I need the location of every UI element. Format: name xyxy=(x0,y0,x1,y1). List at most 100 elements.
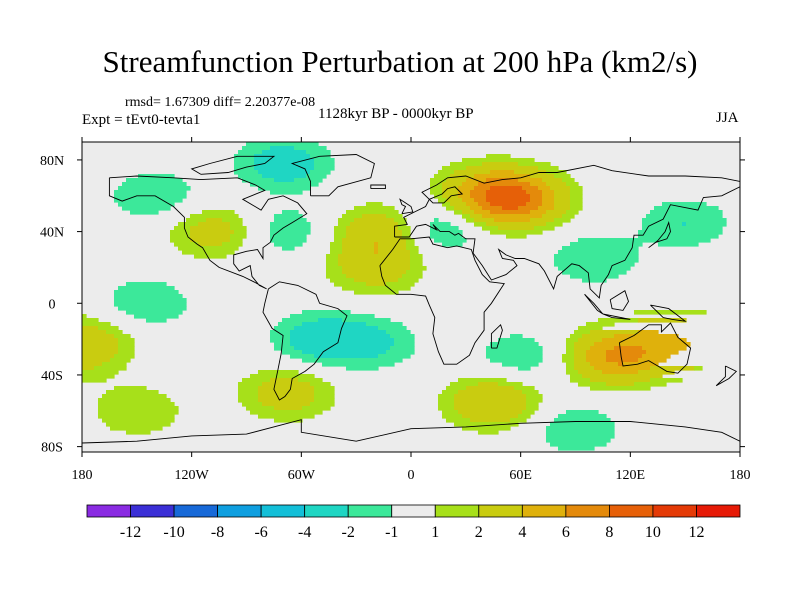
field-cell xyxy=(554,198,571,203)
field-cell xyxy=(566,366,575,371)
field-cell xyxy=(238,174,263,179)
coastline-4 xyxy=(394,164,740,299)
field-cell xyxy=(510,418,527,423)
field-cell xyxy=(570,202,583,207)
field-cell xyxy=(450,202,467,207)
field-cell xyxy=(98,406,179,411)
field-cell xyxy=(526,202,543,207)
field-cell xyxy=(566,338,579,343)
field-cell xyxy=(334,238,343,243)
field-cell xyxy=(98,402,175,407)
field-cell xyxy=(558,414,607,419)
field-cell xyxy=(546,430,615,435)
field-cell xyxy=(438,406,455,411)
field-cell xyxy=(242,146,271,151)
field-cell xyxy=(178,222,199,227)
field-cell xyxy=(274,218,307,223)
field-cell xyxy=(546,210,567,215)
colorbar-label-2: -8 xyxy=(211,524,224,541)
field-cell xyxy=(170,238,191,243)
field-cell xyxy=(98,414,175,419)
field-cell xyxy=(118,186,191,191)
field-cell xyxy=(482,214,543,219)
field-cell xyxy=(182,250,235,255)
contour-field xyxy=(82,142,740,452)
field-cell xyxy=(366,282,387,287)
field-cell xyxy=(354,278,399,283)
field-cell xyxy=(242,402,263,407)
field-cell xyxy=(470,214,483,219)
coastline-5 xyxy=(428,186,464,204)
field-cell xyxy=(634,382,667,387)
colorbar-swatch-14 xyxy=(696,504,741,518)
field-cell xyxy=(270,222,311,227)
axis-ticks: 180 120W 60W 0 60E 120E 180 80N 40N 0 40S 80S xyxy=(40,137,751,483)
field-cell xyxy=(238,390,259,395)
field-cell xyxy=(274,178,295,183)
field-cell xyxy=(190,238,231,243)
coastline-13 xyxy=(490,323,503,349)
field-cell xyxy=(106,330,123,335)
field-cell xyxy=(290,330,387,335)
field-cell xyxy=(394,218,407,223)
field-cell xyxy=(434,238,467,243)
field-cell xyxy=(554,258,639,263)
field-cell xyxy=(458,194,471,199)
field-cell xyxy=(482,162,519,167)
field-cell xyxy=(338,254,411,259)
y-tick-label-3: 40S xyxy=(41,369,63,384)
field-cell xyxy=(290,354,315,359)
field-cell xyxy=(106,390,159,395)
field-cell xyxy=(454,206,471,211)
field-cell xyxy=(594,366,651,371)
field-cell xyxy=(126,310,183,315)
field-cell xyxy=(446,206,455,211)
field-cell xyxy=(458,390,523,395)
field-cell xyxy=(174,226,191,231)
field-cell xyxy=(526,398,543,403)
field-cell xyxy=(462,158,535,163)
field-cell xyxy=(314,158,335,163)
field-cell xyxy=(518,414,531,419)
field-cell xyxy=(118,338,135,343)
field-cell xyxy=(498,382,523,387)
field-cell xyxy=(294,326,379,331)
field-cell xyxy=(650,210,723,215)
field-cell xyxy=(254,162,315,167)
field-cell xyxy=(394,342,415,347)
field-cell xyxy=(518,162,551,167)
field-cell xyxy=(530,174,555,179)
field-cell xyxy=(530,194,543,199)
field-cell xyxy=(82,354,115,359)
field-cell xyxy=(430,186,443,191)
field-background xyxy=(82,142,740,452)
field-cell xyxy=(82,330,107,335)
field-cell xyxy=(430,234,463,239)
field-cell xyxy=(486,194,531,199)
field-cell xyxy=(410,262,423,267)
field-cell xyxy=(406,270,423,275)
colorbar-label-13: 12 xyxy=(688,524,704,541)
field-cell xyxy=(530,182,547,187)
field-cell xyxy=(546,182,567,187)
field-cell xyxy=(442,414,463,419)
field-cell xyxy=(118,350,135,355)
field-cell xyxy=(270,238,307,243)
field-cell xyxy=(222,242,243,247)
field-cell xyxy=(278,322,303,327)
field-cell xyxy=(570,206,583,211)
field-cell xyxy=(442,182,463,187)
field-cell xyxy=(234,166,255,171)
coastlines xyxy=(82,154,740,444)
field-cell xyxy=(554,194,571,199)
field-cell xyxy=(526,394,543,399)
field-cell xyxy=(498,226,535,231)
field-cell xyxy=(310,382,331,387)
field-cell xyxy=(566,362,575,367)
field-cell xyxy=(642,222,683,227)
field-cell xyxy=(446,418,471,423)
field-cell xyxy=(342,270,407,275)
field-cell xyxy=(582,334,615,339)
field-cell xyxy=(566,346,575,351)
